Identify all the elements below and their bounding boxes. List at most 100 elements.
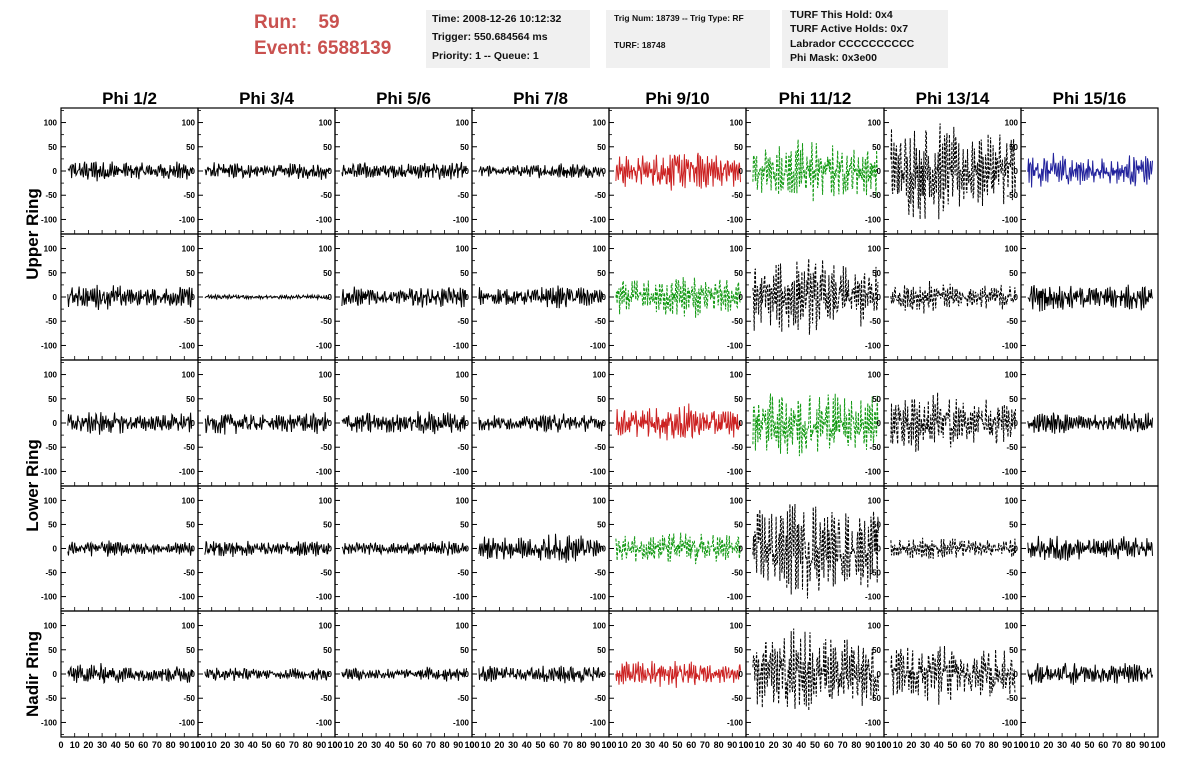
y-tick-label: 50	[1009, 646, 1018, 655]
x-tick-label: 10	[1030, 740, 1040, 750]
y-tick-label: 50	[323, 269, 332, 278]
y-tick-label: 100	[730, 119, 744, 128]
x-tick-label: 60	[1098, 740, 1108, 750]
waveform-trace	[478, 665, 604, 684]
column-header: Phi 5/6	[376, 89, 431, 108]
y-tick-label: -50	[45, 443, 57, 452]
y-tick-label: 50	[460, 646, 469, 655]
y-tick-label: 50	[872, 646, 881, 655]
y-tick-label: -50	[320, 443, 332, 452]
y-tick-label: -50	[594, 317, 606, 326]
y-tick-label: 50	[186, 269, 195, 278]
x-tick-label: 80	[166, 740, 176, 750]
y-tick-label: -100	[727, 341, 744, 350]
x-tick-label: 20	[631, 740, 641, 750]
y-tick-label: 50	[872, 520, 881, 529]
waveform-trace	[341, 286, 467, 308]
x-tick-label: 30	[1057, 740, 1067, 750]
y-tick-label: -100	[453, 718, 470, 727]
column-header: Phi 7/8	[513, 89, 568, 108]
y-tick-label: 50	[734, 520, 743, 529]
y-tick-label: -50	[594, 694, 606, 703]
y-tick-label: 50	[734, 143, 743, 152]
y-tick-label: -50	[731, 191, 743, 200]
y-tick-label: 50	[734, 395, 743, 404]
column-header: Phi 3/4	[239, 89, 294, 108]
waveform-trace	[67, 663, 193, 685]
x-tick-label: 10	[481, 740, 491, 750]
y-tick-label: 100	[319, 622, 333, 631]
y-tick-label: 50	[872, 395, 881, 404]
row-label: Nadir Ring	[23, 631, 42, 717]
y-tick-label: 50	[48, 395, 57, 404]
y-tick-label: 0	[602, 670, 607, 679]
x-tick-label: 100	[601, 740, 616, 750]
y-tick-label: 50	[1009, 520, 1018, 529]
y-tick-label: 100	[730, 496, 744, 505]
x-tick-label: 50	[261, 740, 271, 750]
y-tick-label: 0	[53, 545, 58, 554]
y-tick-label: -50	[594, 191, 606, 200]
x-tick-label: 10	[755, 740, 765, 750]
y-tick-label: 50	[597, 646, 606, 655]
y-tick-label: 0	[465, 545, 470, 554]
y-tick-label: 100	[1005, 496, 1019, 505]
waveform-trace	[478, 285, 604, 309]
trigger-info-line: Trigger: 550.684564 ms	[432, 31, 548, 43]
x-tick-label: 100	[1150, 740, 1165, 750]
y-tick-label: 100	[593, 371, 607, 380]
y-tick-label: 0	[877, 419, 882, 428]
y-tick-label: -100	[453, 341, 470, 350]
waveform-trace	[341, 540, 467, 556]
waveform-trace	[752, 628, 879, 711]
y-tick-label: 0	[191, 293, 196, 302]
y-tick-label: 50	[734, 646, 743, 655]
run-label: Run: 59	[254, 12, 340, 33]
x-tick-label: 0	[606, 740, 611, 750]
waveform-trace	[67, 284, 193, 311]
y-tick-label: -50	[457, 694, 469, 703]
y-tick-label: 0	[328, 419, 333, 428]
y-tick-label: 0	[53, 419, 58, 428]
x-tick-label: 100	[190, 740, 205, 750]
y-tick-label: 100	[44, 371, 58, 380]
y-tick-label: -100	[179, 467, 196, 476]
column-header: Phi 9/10	[645, 89, 709, 108]
y-tick-label: -50	[1006, 191, 1018, 200]
y-tick-label: 100	[456, 496, 470, 505]
waveform-trace	[204, 540, 330, 558]
y-tick-label: -100	[1002, 215, 1019, 224]
waveform-trace	[204, 162, 330, 180]
y-tick-label: 50	[186, 646, 195, 655]
x-tick-label: 0	[469, 740, 474, 750]
y-tick-label: -100	[41, 341, 58, 350]
y-tick-label: 0	[53, 670, 58, 679]
y-tick-label: 100	[1005, 119, 1019, 128]
y-tick-label: 100	[182, 371, 196, 380]
x-tick-label: 60	[549, 740, 559, 750]
y-tick-label: -100	[727, 718, 744, 727]
x-tick-label: 70	[152, 740, 162, 750]
y-tick-label: 50	[1009, 269, 1018, 278]
y-tick-label: -100	[590, 215, 607, 224]
y-tick-label: 0	[191, 419, 196, 428]
turf-active-holds-info-line: TURF Active Holds: 0x7	[790, 23, 909, 35]
waveform-trace	[890, 645, 1016, 705]
x-tick-label: 70	[563, 740, 573, 750]
x-tick-label: 30	[645, 740, 655, 750]
y-tick-label: -100	[865, 593, 882, 602]
x-tick-label: 70	[700, 740, 710, 750]
y-tick-label: 0	[602, 293, 607, 302]
x-tick-label: 0	[58, 740, 63, 750]
waveform-trace	[615, 660, 741, 688]
y-tick-label: -100	[453, 593, 470, 602]
y-tick-label: -50	[1006, 317, 1018, 326]
y-tick-label: 0	[465, 670, 470, 679]
y-tick-label: 50	[1009, 143, 1018, 152]
y-tick-label: 100	[593, 119, 607, 128]
y-tick-label: 0	[53, 167, 58, 176]
y-tick-label: 100	[456, 622, 470, 631]
y-tick-label: -100	[41, 215, 58, 224]
x-tick-label: 80	[440, 740, 450, 750]
